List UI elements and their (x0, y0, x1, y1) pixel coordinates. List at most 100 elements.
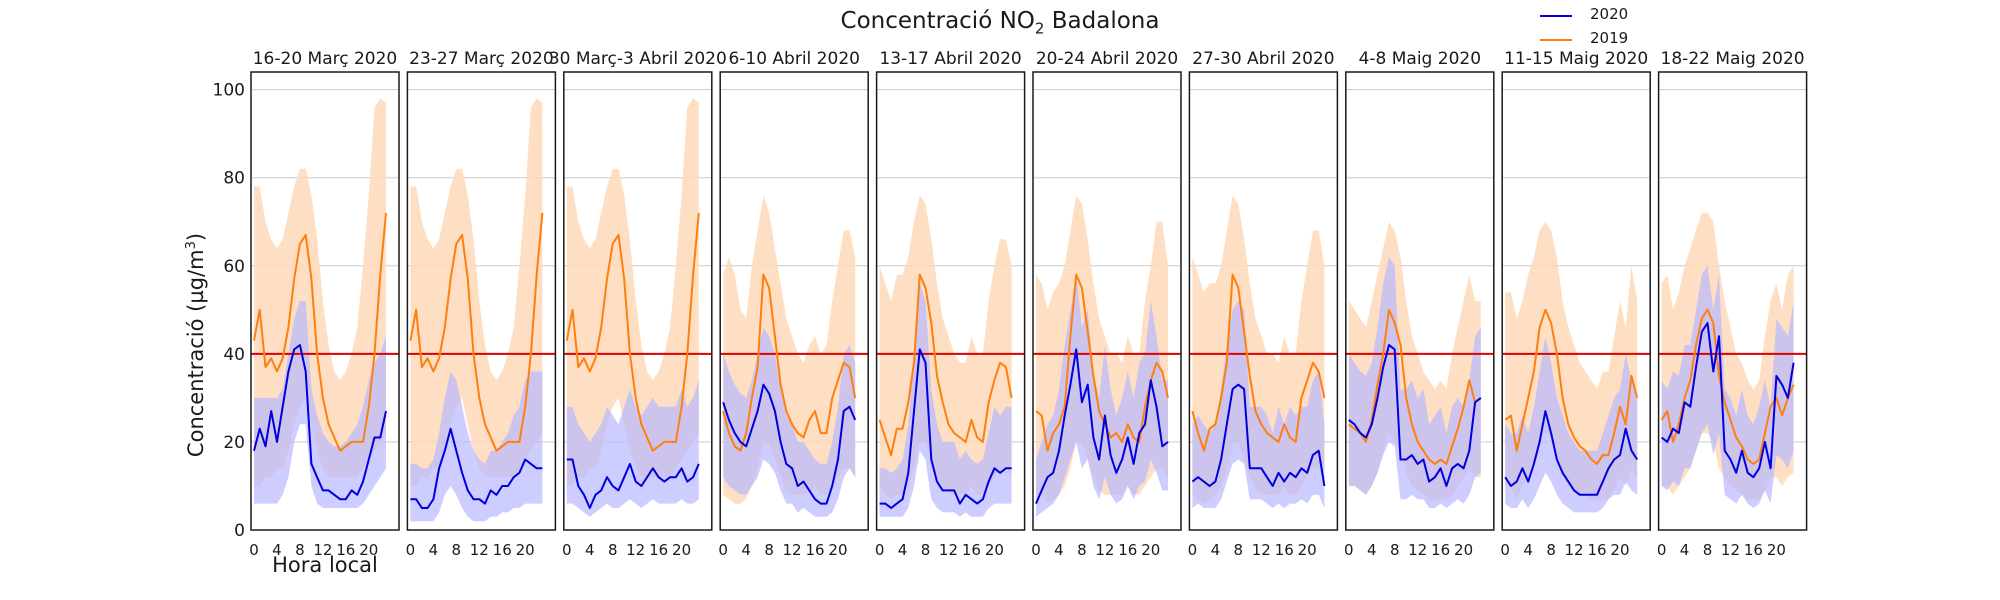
x-tick-label-12-panel-6: 12 (1252, 541, 1271, 559)
x-tick-label-20-panel-6: 20 (1298, 541, 1317, 559)
series-2019-line-panel-1 (409, 212, 544, 452)
series-2020-line-panel-5 (1035, 348, 1169, 504)
series-2019-line-panel-2 (565, 212, 700, 452)
band-2019-panel-1 (410, 98, 543, 487)
series-2020-line-panel-3 (722, 383, 857, 505)
legend-entry-2020: 2020 (1536, 5, 1662, 25)
x-tick-label-20-panel-8: 20 (1610, 541, 1629, 559)
x-tick-label-20-panel-5: 20 (1141, 541, 1160, 559)
x-tick-label-12-panel-5: 12 (1095, 541, 1114, 559)
legend-line-2019 (1540, 39, 1572, 41)
panel-title-0: 16-20 Març 2020 (253, 49, 398, 69)
x-tick-label-4-panel-5: 4 (1054, 541, 1064, 559)
panel-title-2: 30 Març-3 Abril 2020 (549, 49, 727, 69)
x-tick-label-20-panel-1: 20 (516, 541, 535, 559)
x-tick-label-4-panel-3: 4 (741, 541, 751, 559)
band-2020-panel-0 (254, 301, 386, 508)
x-tick-label-0-panel-5: 0 (1031, 541, 1041, 559)
series-2019-line-panel-4 (878, 273, 1013, 457)
x-tick-label-16-panel-5: 16 (1118, 541, 1137, 559)
x-tick-label-16-panel-2: 16 (649, 541, 668, 559)
legend-label-2020: 2020 (1590, 5, 1629, 23)
x-tick-label-12-panel-1: 12 (470, 541, 489, 559)
y-tick-label-80: 80 (223, 169, 245, 189)
x-tick-label-12-panel-8: 12 (1565, 541, 1584, 559)
x-tick-label-8-panel-6: 8 (1234, 541, 1244, 559)
y-tick-label-20: 20 (223, 433, 245, 453)
y-tick-label-40: 40 (223, 345, 245, 365)
series-2019-line-panel-7 (1348, 308, 1482, 465)
x-tick-label-0-panel-2: 0 (562, 541, 572, 559)
panel-title-3: 6-10 Abril 2020 (728, 49, 860, 69)
panel-frame-3 (719, 71, 869, 531)
series-2020-line-panel-7 (1348, 344, 1482, 487)
y-tick-label-60: 60 (223, 257, 245, 277)
panel-frame-0 (250, 71, 400, 531)
band-2020-panel-8 (1505, 336, 1638, 513)
x-tick-label-16-panel-8: 16 (1587, 541, 1606, 559)
y-axis-label: Concentració (µg/m3) (184, 232, 208, 458)
x-tick-label-0-panel-7: 0 (1344, 541, 1354, 559)
series-2019-line-panel-0 (253, 212, 387, 452)
x-tick-label-0-panel-0: 0 (249, 541, 259, 559)
band-2020-panel-7 (1348, 257, 1481, 508)
panel-title-9: 18-22 Maig 2020 (1661, 49, 1805, 69)
panel-title-1: 23-27 Març 2020 (409, 49, 554, 69)
chart-title: Concentració NO2 Badalona (840, 8, 1160, 38)
x-tick-label-0-panel-9: 0 (1657, 541, 1667, 559)
series-2019-line-panel-6 (1191, 273, 1326, 452)
y-tick-label-0: 0 (234, 521, 245, 541)
x-tick-label-12-panel-2: 12 (626, 541, 645, 559)
x-tick-label-4-panel-6: 4 (1211, 541, 1221, 559)
panel-frame-7 (1345, 71, 1495, 531)
panel-frame-9 (1657, 71, 1808, 531)
band-2020-panel-2 (566, 380, 699, 517)
x-tick-label-0-panel-3: 0 (718, 541, 728, 559)
panel-frame-5 (1032, 71, 1182, 531)
x-tick-label-16-panel-6: 16 (1275, 541, 1294, 559)
panel-title-7: 4-8 Maig 2020 (1359, 49, 1481, 69)
x-tick-label-4-panel-9: 4 (1680, 541, 1690, 559)
legend: 2020 2019 (1536, 3, 1662, 53)
band-2020-panel-4 (879, 283, 1012, 517)
series-2020-line-panel-6 (1191, 383, 1326, 487)
x-tick-label-4-panel-7: 4 (1367, 541, 1377, 559)
x-tick-label-8-panel-3: 8 (764, 541, 774, 559)
x-tick-label-12-panel-3: 12 (783, 541, 802, 559)
panel-frame-8 (1501, 71, 1651, 531)
x-tick-label-8-panel-2: 8 (608, 541, 618, 559)
x-axis-label: Hora local (272, 553, 378, 577)
series-2019-line-panel-3 (722, 273, 857, 452)
series-2020-line-panel-2 (566, 458, 700, 509)
x-tick-label-0-panel-8: 0 (1500, 541, 1510, 559)
x-tick-label-0-panel-1: 0 (406, 541, 416, 559)
legend-entry-2019: 2019 (1536, 29, 1662, 49)
panel-title-4: 13-17 Abril 2020 (879, 49, 1021, 69)
panel-title-5: 20-24 Abril 2020 (1036, 49, 1178, 69)
x-tick-label-8-panel-9: 8 (1703, 541, 1713, 559)
x-tick-label-8-panel-5: 8 (1077, 541, 1087, 559)
x-tick-label-16-panel-1: 16 (493, 541, 512, 559)
band-2019-panel-2 (566, 98, 699, 487)
x-tick-label-20-panel-7: 20 (1454, 541, 1473, 559)
x-tick-label-4-panel-2: 4 (585, 541, 595, 559)
x-tick-label-4-panel-0: 4 (272, 541, 282, 559)
x-tick-label-20-panel-2: 20 (672, 541, 691, 559)
x-tick-label-16-panel-9: 16 (1744, 541, 1763, 559)
series-2020-line-panel-9 (1660, 322, 1795, 479)
series-2020-line-panel-0 (253, 344, 387, 501)
panel-frame-4 (875, 71, 1026, 531)
band-2020-panel-9 (1661, 265, 1794, 508)
x-tick-label-4-panel-8: 4 (1523, 541, 1533, 559)
x-tick-label-8-panel-8: 8 (1546, 541, 1556, 559)
x-tick-label-12-panel-7: 12 (1408, 541, 1427, 559)
series-2020-line-panel-4 (879, 348, 1012, 509)
x-tick-label-20-panel-3: 20 (828, 541, 847, 559)
x-tick-label-20-panel-4: 20 (985, 541, 1004, 559)
y-tick-label-100: 100 (213, 81, 245, 101)
panel-frame-2 (563, 71, 713, 531)
panel-frame-6 (1188, 71, 1339, 531)
x-tick-label-16-panel-3: 16 (805, 541, 824, 559)
